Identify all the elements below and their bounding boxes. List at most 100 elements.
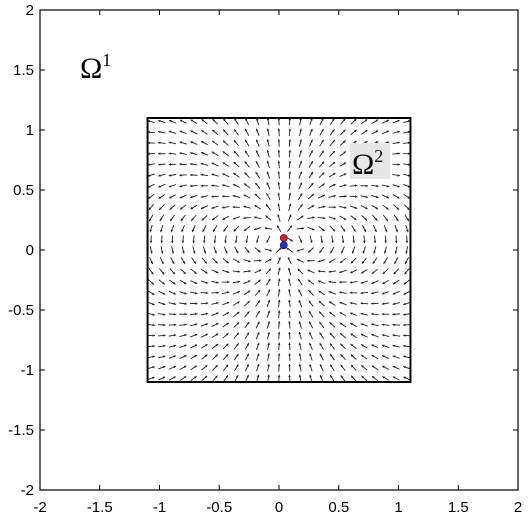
field-arrow xyxy=(158,204,165,211)
field-arrow xyxy=(200,312,209,316)
field-arrow xyxy=(371,268,379,275)
inner-region-label-background xyxy=(350,143,390,179)
field-arrow xyxy=(179,312,187,316)
field-arrow xyxy=(372,224,377,233)
field-arrow xyxy=(307,279,315,285)
field-arrow xyxy=(277,182,281,190)
y-tick-label: 1.5 xyxy=(13,62,34,79)
field-arrow xyxy=(221,184,230,188)
field-arrow xyxy=(351,246,356,254)
field-arrow xyxy=(404,214,410,222)
field-arrow xyxy=(309,353,313,361)
field-arrow xyxy=(168,355,177,359)
field-arrow xyxy=(233,353,239,361)
field-arrow xyxy=(181,224,185,233)
field-arrow xyxy=(232,216,241,220)
field-arrow xyxy=(381,302,390,305)
field-arrow xyxy=(298,321,302,329)
field-arrow xyxy=(277,331,281,340)
outer-region-label-base: Ω xyxy=(80,52,102,85)
field-arrow xyxy=(255,321,260,329)
field-arrow xyxy=(190,204,198,210)
field-arrow xyxy=(211,269,219,274)
field-arrow xyxy=(256,363,260,372)
field-arrow xyxy=(328,216,336,220)
field-arrow xyxy=(233,225,240,232)
field-arrow xyxy=(255,139,260,147)
field-arrow xyxy=(232,183,240,188)
field-arrow xyxy=(392,334,400,337)
field-arrow xyxy=(233,332,240,339)
field-arrow xyxy=(360,268,368,274)
field-arrow xyxy=(169,214,175,222)
field-arrow xyxy=(298,353,302,361)
field-arrow xyxy=(382,268,389,275)
field-arrow xyxy=(349,280,358,284)
field-arrow xyxy=(298,149,302,158)
svg-text:Ω2: Ω2 xyxy=(352,146,383,181)
field-arrow xyxy=(339,140,347,146)
field-arrow xyxy=(170,257,175,265)
field-arrow xyxy=(298,139,302,147)
field-arrow xyxy=(147,355,155,359)
field-arrow xyxy=(350,118,357,125)
field-arrow xyxy=(179,279,187,285)
field-arrow xyxy=(190,194,198,199)
field-arrow xyxy=(211,184,219,187)
field-arrow xyxy=(266,128,270,137)
field-arrow xyxy=(308,310,314,318)
field-arrow xyxy=(319,150,325,158)
field-arrow xyxy=(341,235,345,244)
field-arrow xyxy=(392,344,400,348)
field-arrow xyxy=(308,321,314,329)
field-arrow xyxy=(361,215,368,221)
field-arrow xyxy=(254,289,261,296)
field-arrow xyxy=(298,160,302,169)
field-arrow xyxy=(222,301,230,306)
field-arrow xyxy=(244,150,250,158)
field-arrow xyxy=(147,130,155,134)
field-arrow xyxy=(158,130,166,134)
field-arrow xyxy=(339,195,347,198)
field-arrow xyxy=(328,205,337,209)
field-arrow xyxy=(221,195,230,198)
field-arrow xyxy=(200,140,208,146)
field-arrow xyxy=(255,150,260,158)
field-arrow xyxy=(371,323,379,327)
field-arrow xyxy=(233,128,239,136)
field-arrow xyxy=(255,171,261,179)
field-arrow xyxy=(211,151,219,156)
field-arrow xyxy=(211,129,219,136)
field-arrow xyxy=(277,299,281,308)
field-arrow xyxy=(202,225,207,233)
field-arrow xyxy=(392,163,400,166)
field-arrow xyxy=(277,321,281,329)
field-arrow xyxy=(212,375,218,382)
field-arrow xyxy=(381,355,390,359)
field-arrow xyxy=(307,204,315,210)
field-arrow xyxy=(307,247,315,253)
field-arrow xyxy=(288,203,292,211)
field-arrow xyxy=(190,141,198,145)
field-arrow xyxy=(329,139,336,147)
field-arrow xyxy=(339,269,347,274)
field-arrow xyxy=(233,343,240,350)
field-arrow xyxy=(190,119,198,124)
field-arrow xyxy=(233,311,240,317)
field-arrow xyxy=(264,227,273,230)
field-arrow xyxy=(288,310,291,318)
field-arrow xyxy=(288,353,291,361)
field-arrow xyxy=(243,183,251,189)
field-arrow xyxy=(403,141,411,145)
field-arrow xyxy=(371,194,379,199)
field-arrow xyxy=(179,119,187,124)
field-arrow xyxy=(328,172,336,178)
field-arrow xyxy=(201,268,208,274)
field-arrow xyxy=(266,139,270,147)
field-arrow xyxy=(200,195,209,199)
field-arrow xyxy=(200,151,209,156)
field-arrow xyxy=(320,235,324,244)
field-arrow xyxy=(158,376,166,381)
field-arrow xyxy=(211,301,219,305)
y-tick-label: -1 xyxy=(21,362,34,379)
